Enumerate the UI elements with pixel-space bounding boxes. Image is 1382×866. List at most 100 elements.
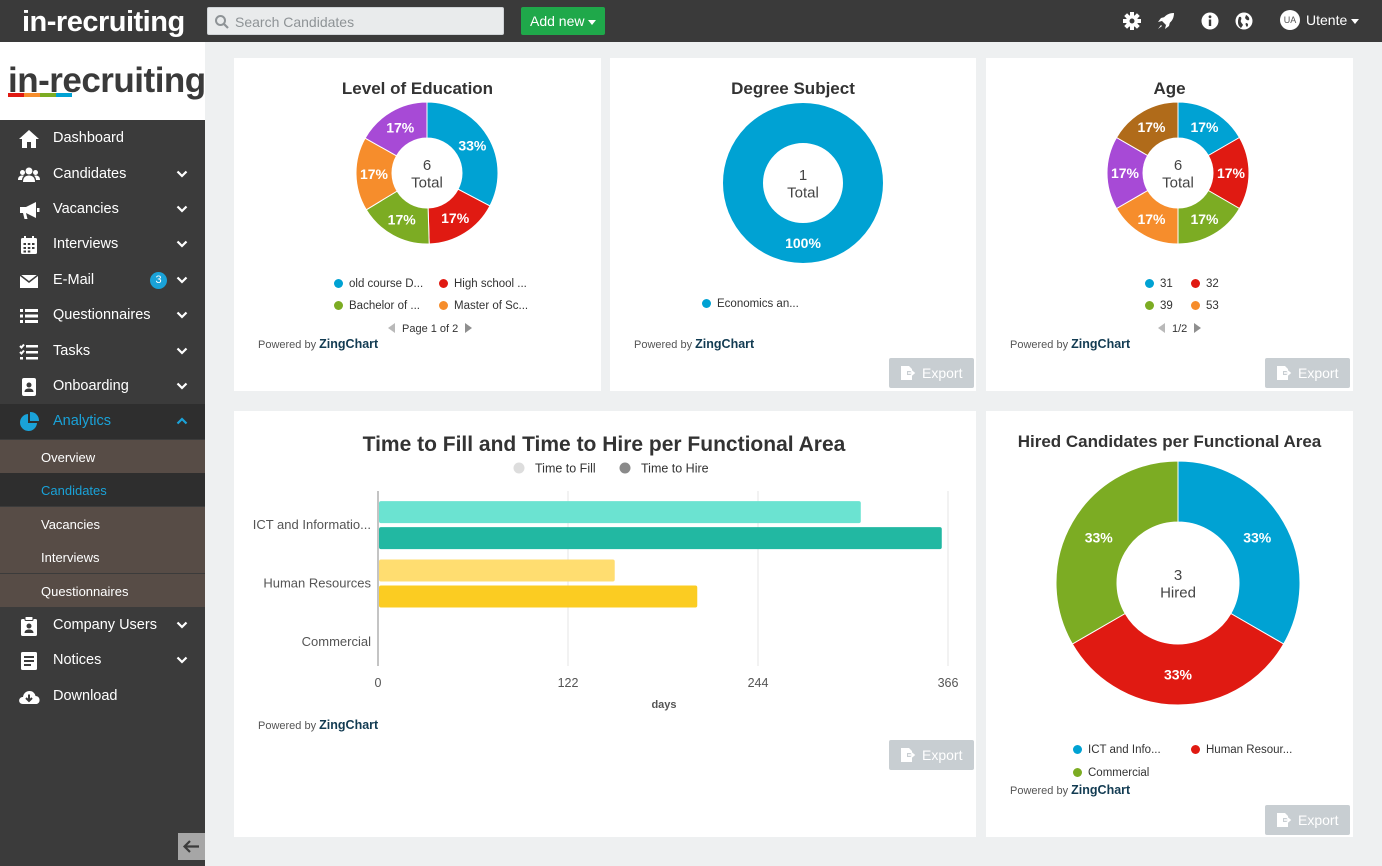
- id-badge-icon: [22, 378, 36, 396]
- donut-center-label: Hired: [1160, 585, 1196, 602]
- donut-center-value: 1: [799, 167, 807, 184]
- legend-item[interactable]: 53: [1191, 300, 1219, 312]
- sidebar-logo: in-recruiting: [0, 42, 206, 120]
- prev-page-icon[interactable]: [388, 323, 395, 333]
- cloud-download-icon: [19, 691, 40, 704]
- rocket-icon[interactable]: [1156, 11, 1176, 31]
- legend-item[interactable]: Master of Sc...: [439, 300, 528, 312]
- powered-by-zingchart[interactable]: Powered by ZingChart: [258, 718, 379, 732]
- sub-item-interviews[interactable]: Interviews: [0, 540, 205, 573]
- sidebar-item-tasks[interactable]: Tasks: [0, 334, 205, 369]
- sidebar-item-label: Questionnaires: [53, 307, 151, 323]
- legend-item[interactable]: Bachelor of ...: [334, 300, 420, 312]
- bar[interactable]: [379, 559, 615, 582]
- donut-slice[interactable]: [364, 101, 428, 157]
- sidebar-item-email[interactable]: E-Mail 3: [0, 263, 205, 298]
- donut-slice[interactable]: [723, 103, 883, 263]
- sidebar-item-analytics[interactable]: Analytics: [0, 404, 205, 439]
- sidebar-item-onboarding[interactable]: Onboarding: [0, 369, 205, 404]
- pie-chart-icon: [20, 411, 40, 431]
- bar[interactable]: [379, 585, 698, 608]
- legend-item[interactable]: Human Resour...: [1191, 744, 1292, 756]
- powered-by-zingchart[interactable]: Powered by ZingChart: [634, 337, 755, 351]
- arrow-left-icon: [182, 840, 199, 853]
- donut-center-label: Total: [787, 185, 819, 202]
- legend-dot: [1073, 768, 1082, 777]
- bar[interactable]: [379, 527, 942, 550]
- sub-item-overview[interactable]: Overview: [0, 440, 205, 473]
- chart-title: Level of Education: [341, 79, 494, 98]
- sidebar-item-candidates[interactable]: Candidates: [0, 157, 205, 192]
- legend-item[interactable]: ICT and Info...: [1073, 744, 1161, 756]
- export-label: Export: [922, 747, 963, 763]
- legend-item[interactable]: 39: [1145, 300, 1173, 312]
- export-button[interactable]: Export: [889, 740, 974, 770]
- slice-percent-label: 33%: [458, 138, 487, 154]
- sub-item-label: Questionnaires: [41, 584, 129, 599]
- legend-dot: [334, 301, 343, 310]
- export-button[interactable]: Export: [1265, 358, 1350, 388]
- legend-label[interactable]: Time to Fill: [535, 462, 596, 476]
- powered-by-zingchart[interactable]: Powered by ZingChart: [1010, 337, 1131, 351]
- collapse-sidebar-button[interactable]: [178, 833, 205, 860]
- info-icon[interactable]: [1200, 11, 1220, 31]
- notice-icon: [21, 652, 37, 670]
- legend-item[interactable]: High school ...: [439, 278, 527, 290]
- powered-by-zingchart[interactable]: Powered by ZingChart: [258, 337, 379, 351]
- bar[interactable]: [379, 501, 861, 524]
- users-icon: [18, 167, 40, 182]
- category-label: Human Resources: [263, 576, 371, 591]
- donut-center-value: 3: [1174, 567, 1182, 584]
- sidebar-item-questionnaires[interactable]: Questionnaires: [0, 298, 205, 333]
- x-tick-label: 122: [558, 676, 579, 690]
- donut-slice[interactable]: [1055, 460, 1179, 645]
- legend-pager[interactable]: 1/2: [1158, 323, 1202, 335]
- legend-pager[interactable]: Page 1 of 2: [388, 323, 473, 335]
- donut-slice[interactable]: [426, 101, 499, 207]
- donut-slice[interactable]: [1071, 612, 1285, 706]
- gear-icon[interactable]: [1122, 11, 1142, 31]
- legend-item[interactable]: Economics an...: [702, 298, 799, 310]
- legend-marker[interactable]: [619, 462, 631, 474]
- search-input[interactable]: Search Candidates: [207, 7, 504, 35]
- legend-item[interactable]: 31: [1145, 278, 1173, 290]
- donut-slice[interactable]: [1177, 460, 1301, 645]
- slice-percent-label: 17%: [388, 212, 417, 228]
- sub-item-vacancies[interactable]: Vacancies: [0, 507, 205, 540]
- sidebar-item-label: Company Users: [53, 617, 157, 633]
- globe-icon[interactable]: [1234, 11, 1254, 31]
- slice-percent-label: 100%: [785, 235, 821, 251]
- add-new-button[interactable]: Add new: [521, 7, 605, 35]
- donut-slice[interactable]: [1115, 101, 1179, 157]
- brand-logo[interactable]: in-recruiting: [22, 4, 187, 38]
- legend-marker[interactable]: [513, 462, 525, 474]
- megaphone-icon: [20, 202, 40, 219]
- sidebar-item-notices[interactable]: Notices: [0, 643, 205, 678]
- list-icon: [20, 309, 38, 323]
- legend-item[interactable]: Commercial: [1073, 767, 1149, 779]
- next-page-icon[interactable]: [1194, 323, 1202, 333]
- export-button[interactable]: Export: [1265, 805, 1350, 835]
- avatar: UA: [1280, 10, 1300, 30]
- prev-page-icon[interactable]: [1158, 323, 1165, 333]
- legend-dot: [1073, 745, 1082, 754]
- legend-item[interactable]: old course D...: [334, 278, 423, 290]
- export-button[interactable]: Export: [889, 358, 974, 388]
- user-name: Utente: [1306, 12, 1360, 28]
- powered-by-zingchart[interactable]: Powered by ZingChart: [1010, 783, 1131, 797]
- sidebar-item-vacancies[interactable]: Vacancies: [0, 192, 205, 227]
- legend-item[interactable]: 32: [1191, 278, 1219, 290]
- time-to-fill-chart-card: Time to Fill and Time to Hire per Functi…: [234, 411, 976, 837]
- sidebar-item-label: Vacancies: [53, 201, 119, 217]
- sidebar-item-download[interactable]: Download: [0, 679, 205, 714]
- sub-item-questionnaires[interactable]: Questionnaires: [0, 574, 205, 607]
- next-page-icon[interactable]: [465, 323, 473, 333]
- slice-percent-label: 17%: [1111, 165, 1140, 181]
- sidebar-item-company-users[interactable]: Company Users: [0, 608, 205, 643]
- sidebar-item-interviews[interactable]: Interviews: [0, 227, 205, 262]
- sidebar-item-dashboard[interactable]: Dashboard: [0, 121, 205, 156]
- legend-label[interactable]: Time to Hire: [641, 462, 709, 476]
- x-tick-label: 0: [375, 676, 382, 690]
- sub-item-label: Candidates: [41, 483, 107, 498]
- sub-item-candidates[interactable]: Candidates: [0, 473, 205, 506]
